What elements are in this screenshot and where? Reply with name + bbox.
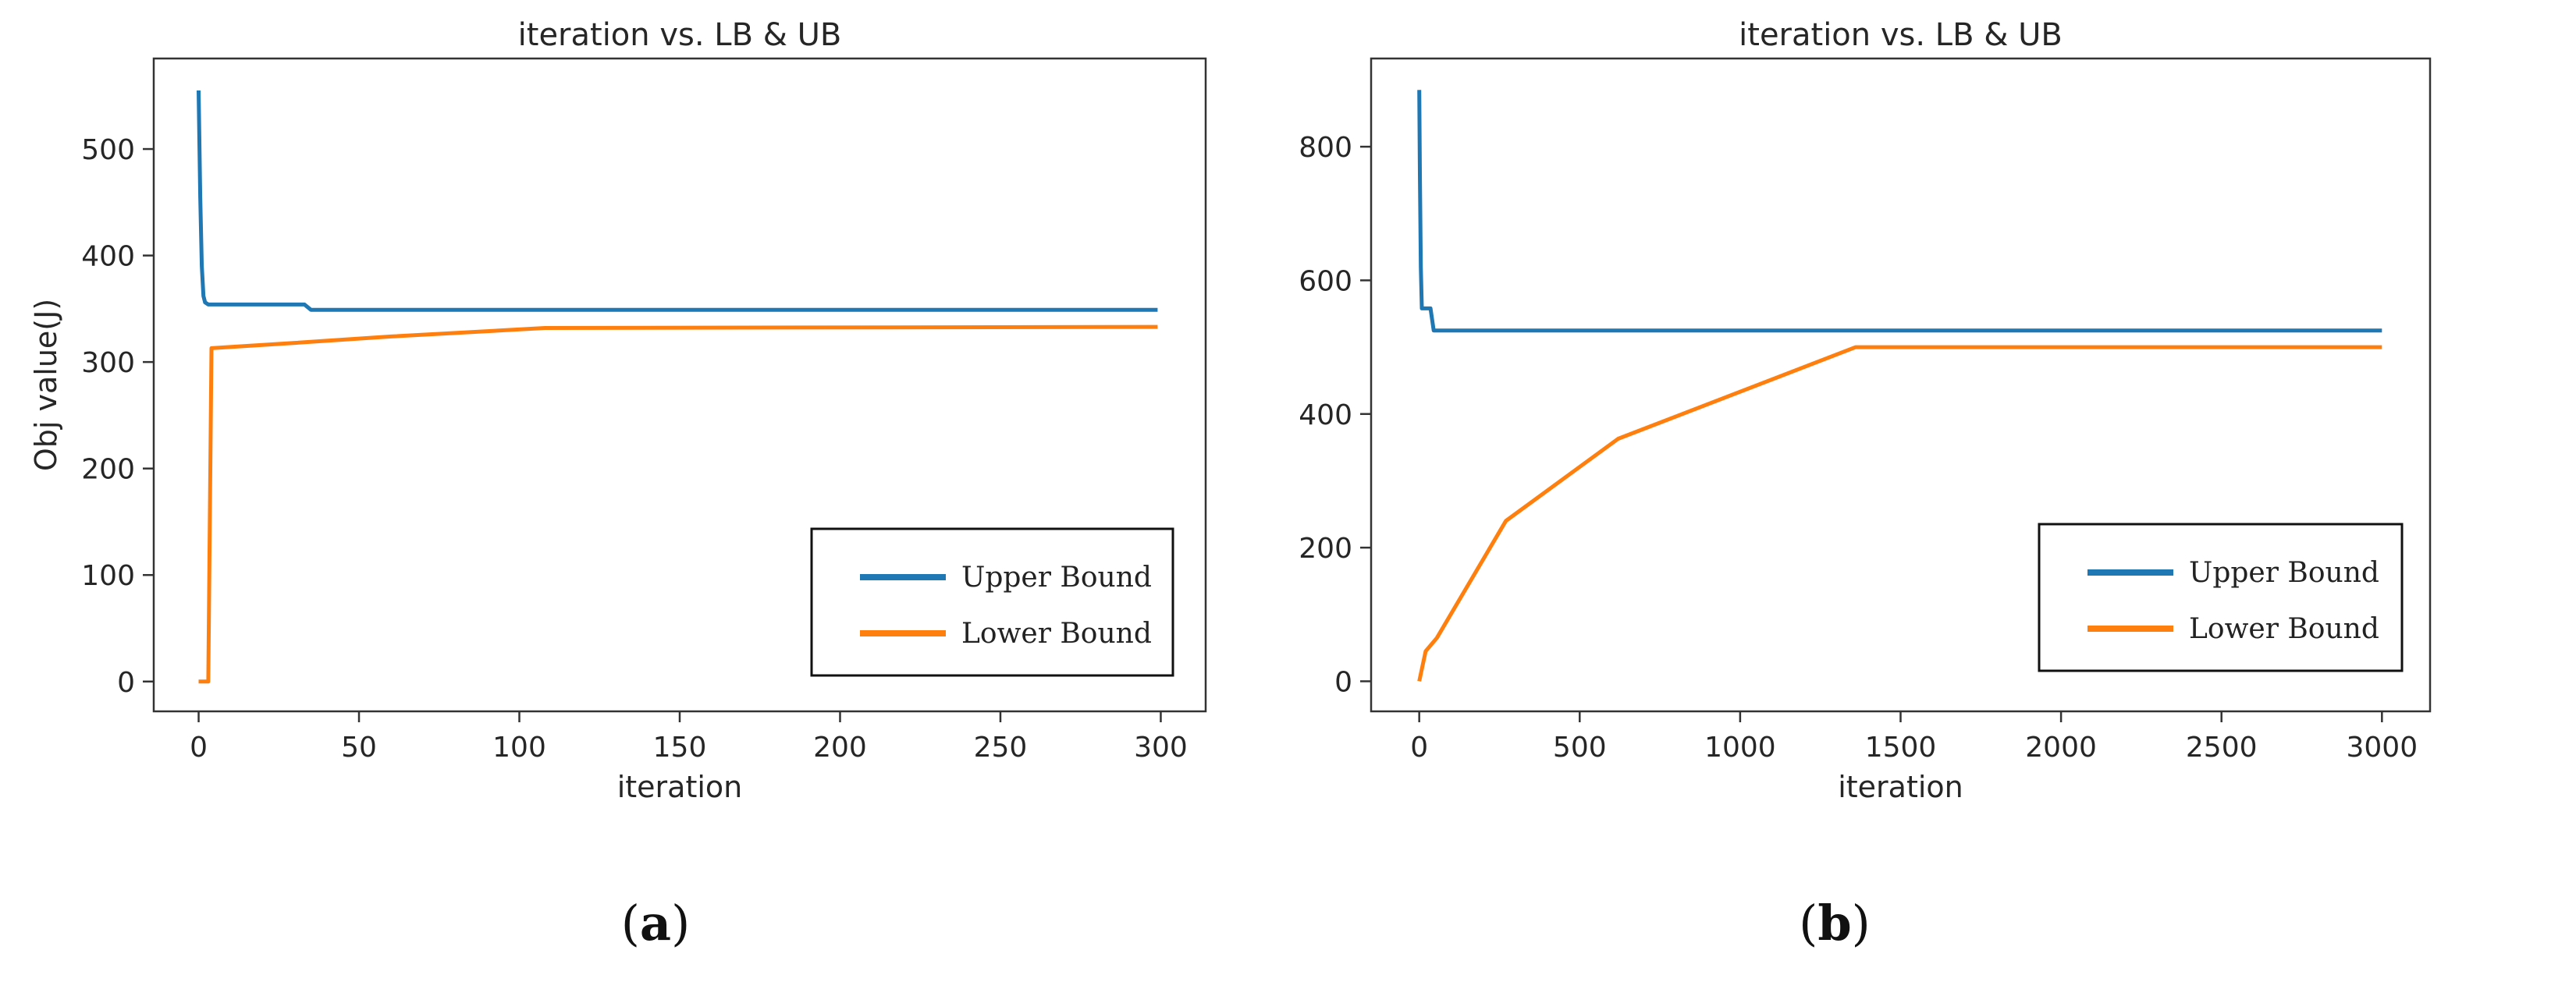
chart-panel-a: 0 50 100 150 200 250 300 0 100 200 300 400 500 iterat… xyxy=(0,0,1288,978)
chart-b-x-tick-label: 0 xyxy=(1410,732,1428,764)
chart-a-x-axis-label: iteration xyxy=(617,770,743,804)
chart-a-y-tick-label: 100 xyxy=(81,560,135,592)
chart-a-x-tick-label: 0 xyxy=(190,732,208,764)
chart-b-series-line-upper-bound xyxy=(1417,90,2382,333)
chart-a-legend-label: Upper Bound xyxy=(961,562,1152,594)
chart-a-title: iteration vs. LB & UB xyxy=(518,17,842,53)
chart-b-x-axis-label: iteration xyxy=(1838,770,1963,804)
chart-a-x-tick-label: 50 xyxy=(341,732,377,764)
chart-b-x-tick-label: 500 xyxy=(1553,732,1607,764)
chart-b-y-tick-label: 600 xyxy=(1299,265,1352,297)
chart-a-y-tick-label: 200 xyxy=(81,454,135,486)
chart-a-y-axis-label: Obj value(J) xyxy=(29,299,63,471)
chart-a-x-tick-label: 250 xyxy=(974,732,1028,764)
chart-b-series-line-lower-bound xyxy=(1417,345,2382,682)
chart-b-x-tick-label: 1000 xyxy=(1704,732,1776,764)
chart-b-x-tick-label: 3000 xyxy=(2347,732,2418,764)
chart-a-x-tick-label: 100 xyxy=(492,732,546,764)
chart-a-series-line-lower-bound xyxy=(198,324,1158,684)
chart-b-title: iteration vs. LB & UB xyxy=(1739,17,2063,53)
chart-b-x-tick-label: 1500 xyxy=(1865,732,1937,764)
chart-b-svg: 0 500 1000 1500 2000 2500 3000 0 200 400 600 800 ite… xyxy=(1246,17,2432,952)
chart-a-y-tick-label: 400 xyxy=(81,241,135,273)
chart-a-svg: 0 50 100 150 200 250 300 0 100 200 300 400 500 iterat… xyxy=(29,17,1207,952)
chart-a-x-tick-label: 150 xyxy=(653,732,707,764)
chart-b-y-tick-label: 200 xyxy=(1299,533,1352,565)
chart-b-legend-label: Lower Bound xyxy=(2189,613,2379,645)
chart-a-x-tick-label: 300 xyxy=(1134,732,1188,764)
chart-a-legend-box xyxy=(810,527,1174,677)
chart-a-caption: (a) xyxy=(621,895,691,952)
chart-b-caption: (b) xyxy=(1799,895,1871,952)
chart-panel-b: 0 500 1000 1500 2000 2500 3000 0 200 400 600 800 ite… xyxy=(1246,0,2576,978)
chart-a-y-tick-label: 500 xyxy=(81,134,135,166)
chart-b-y-tick-label: 400 xyxy=(1299,399,1352,431)
chart-a-x-tick-label: 200 xyxy=(813,732,867,764)
chart-b-y-tick-label: 0 xyxy=(1334,666,1352,698)
chart-a-y-tick-label: 300 xyxy=(81,347,135,379)
chart-a-series-line-upper-bound xyxy=(197,90,1158,312)
chart-a-legend-label: Lower Bound xyxy=(961,618,1152,650)
chart-b-y-tick-label: 800 xyxy=(1299,132,1352,164)
chart-b-legend-box xyxy=(2038,523,2404,672)
chart-b-x-tick-label: 2500 xyxy=(2186,732,2258,764)
chart-a-y-tick-label: 0 xyxy=(117,667,135,699)
chart-b-x-tick-label: 2000 xyxy=(2025,732,2097,764)
chart-b-legend-label: Upper Bound xyxy=(2189,557,2379,589)
